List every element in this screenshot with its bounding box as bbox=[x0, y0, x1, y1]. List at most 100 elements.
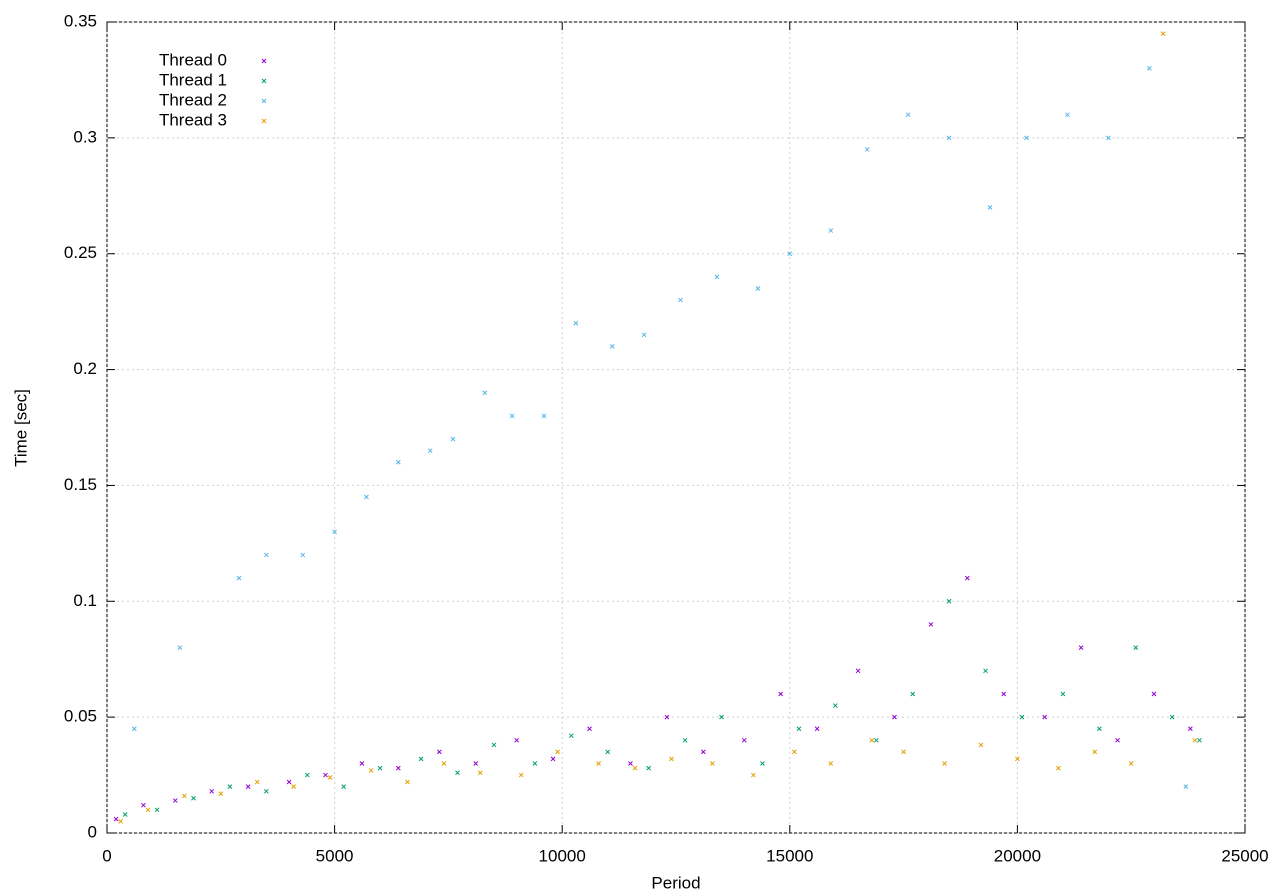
data-point bbox=[327, 775, 333, 780]
x-tick-label: 5000 bbox=[316, 846, 354, 865]
data-point bbox=[455, 770, 460, 776]
data-point bbox=[946, 598, 952, 604]
data-point bbox=[587, 726, 592, 732]
data-point bbox=[254, 779, 260, 785]
data-point bbox=[796, 726, 802, 732]
data-point bbox=[700, 749, 706, 755]
data-point bbox=[323, 772, 328, 778]
data-point bbox=[719, 714, 724, 720]
y-tick-label: 0.05 bbox=[64, 707, 97, 726]
data-point bbox=[791, 749, 797, 755]
data-point bbox=[1056, 765, 1061, 771]
data-point bbox=[678, 297, 683, 303]
data-point bbox=[1015, 756, 1020, 762]
data-point bbox=[145, 807, 151, 813]
data-point bbox=[1147, 65, 1152, 71]
data-point bbox=[364, 494, 369, 500]
data-point bbox=[177, 645, 183, 650]
data-point bbox=[814, 726, 820, 732]
x-tick-label: 0 bbox=[102, 846, 111, 865]
y-tick-label: 0.2 bbox=[73, 359, 97, 378]
legend-marker bbox=[261, 98, 267, 104]
data-point bbox=[131, 726, 137, 732]
data-point bbox=[573, 320, 579, 326]
data-point bbox=[1115, 737, 1120, 743]
data-point bbox=[332, 529, 337, 535]
y-tick-label: 0.35 bbox=[64, 11, 97, 30]
data-point bbox=[377, 765, 383, 771]
data-point bbox=[682, 737, 688, 743]
data-point bbox=[632, 765, 638, 771]
plot-frame bbox=[106, 21, 1246, 834]
data-point bbox=[741, 737, 747, 743]
data-point bbox=[1019, 714, 1025, 720]
legend-marker bbox=[261, 78, 267, 84]
data-point bbox=[755, 286, 761, 291]
legend-label: Thread 3 bbox=[159, 110, 227, 129]
data-point bbox=[828, 761, 834, 766]
data-point bbox=[450, 436, 456, 442]
y-tick-label: 0.3 bbox=[73, 127, 97, 146]
legend-marker bbox=[261, 118, 267, 124]
data-point bbox=[113, 816, 119, 822]
data-point bbox=[227, 784, 233, 790]
data-point bbox=[628, 761, 633, 766]
data-point bbox=[892, 714, 897, 720]
data-point bbox=[122, 812, 128, 817]
data-point bbox=[541, 413, 547, 419]
y-tick-label: 0.1 bbox=[73, 591, 97, 610]
data-point bbox=[436, 749, 442, 755]
data-point bbox=[928, 622, 934, 627]
data-point bbox=[209, 788, 215, 794]
data-point bbox=[1092, 749, 1098, 755]
data-point bbox=[946, 135, 952, 141]
data-point bbox=[1188, 726, 1193, 732]
data-point bbox=[869, 737, 875, 743]
data-point bbox=[605, 749, 611, 755]
data-point bbox=[596, 761, 601, 766]
data-point bbox=[427, 448, 433, 454]
data-point bbox=[518, 772, 524, 778]
data-point bbox=[942, 761, 947, 766]
data-point bbox=[550, 756, 556, 762]
data-point bbox=[359, 761, 365, 766]
data-point bbox=[236, 575, 242, 581]
data-point bbox=[1151, 691, 1157, 697]
data-point bbox=[154, 807, 160, 813]
data-point bbox=[714, 274, 720, 280]
data-point bbox=[555, 749, 561, 755]
data-point bbox=[263, 788, 269, 794]
data-point bbox=[641, 332, 647, 338]
legend-label: Thread 0 bbox=[159, 50, 227, 69]
data-point bbox=[760, 761, 765, 766]
data-point bbox=[910, 691, 916, 697]
data-point bbox=[118, 819, 124, 824]
data-point bbox=[514, 737, 520, 743]
data-point bbox=[609, 344, 615, 349]
data-point bbox=[669, 756, 674, 762]
data-point bbox=[901, 749, 906, 755]
data-point bbox=[855, 668, 861, 674]
x-tick-label: 15000 bbox=[766, 846, 813, 865]
data-point bbox=[491, 742, 497, 748]
data-point bbox=[1197, 737, 1202, 743]
data-point bbox=[368, 768, 374, 773]
data-point bbox=[787, 251, 793, 257]
data-point bbox=[568, 733, 574, 739]
data-point bbox=[1160, 31, 1166, 36]
y-axis-label: Time [sec] bbox=[11, 389, 30, 467]
data-point bbox=[983, 668, 988, 674]
data-point bbox=[191, 795, 196, 801]
data-point bbox=[964, 575, 970, 581]
data-point bbox=[304, 772, 310, 778]
data-point bbox=[1001, 691, 1007, 697]
data-point bbox=[482, 390, 488, 396]
data-point bbox=[172, 798, 178, 803]
data-point bbox=[300, 552, 306, 558]
data-point bbox=[286, 779, 292, 785]
data-point bbox=[291, 784, 296, 790]
data-point bbox=[405, 779, 410, 785]
data-point bbox=[1169, 714, 1175, 720]
data-point bbox=[664, 714, 670, 720]
data-point bbox=[341, 784, 347, 790]
